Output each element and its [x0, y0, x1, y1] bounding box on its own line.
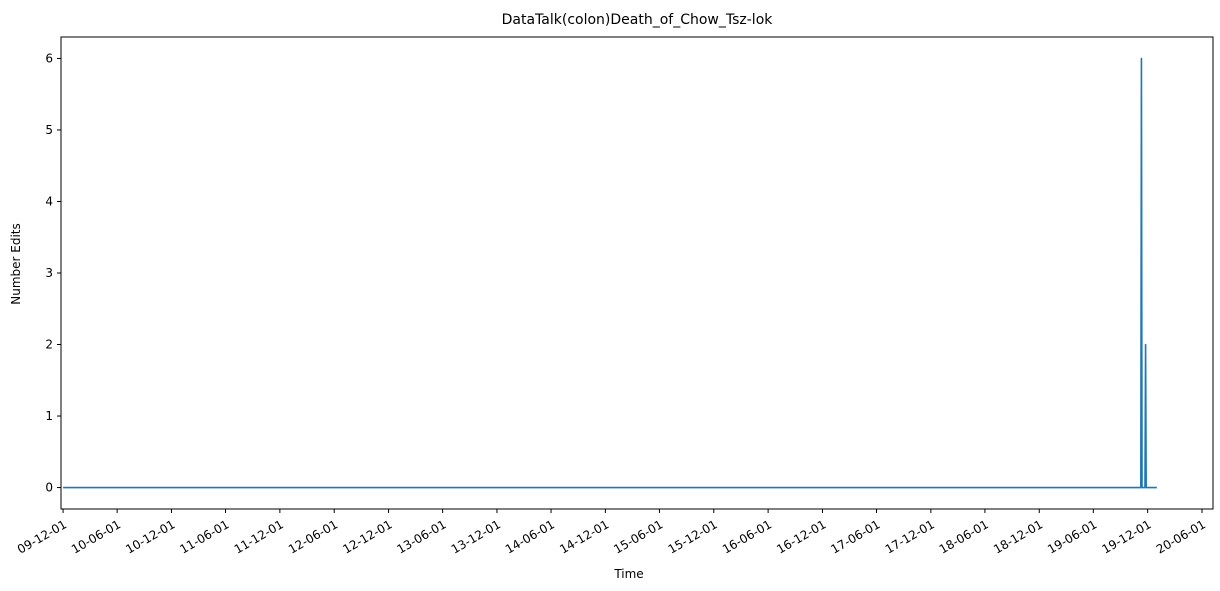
plot-border: [60, 36, 1214, 510]
x-tick-label: 11-06-01: [177, 517, 231, 556]
x-tick-label: 11-12-01: [232, 517, 286, 556]
y-tick-label: 3: [45, 266, 53, 280]
x-tick-label: 17-12-01: [883, 517, 937, 556]
x-tick-label: 19-12-01: [1099, 517, 1153, 556]
x-tick-label: 12-12-01: [340, 517, 394, 556]
x-tick-label: 18-06-01: [937, 517, 991, 556]
y-axis: 0 1 2 3 4 5 6: [45, 51, 61, 495]
x-tick-label: 17-06-01: [828, 517, 882, 556]
series-layer: [63, 57, 1157, 489]
x-tick-label: 13-06-01: [394, 517, 448, 556]
y-axis-label: Number Edits: [9, 223, 23, 305]
x-tick-label: 16-12-01: [774, 517, 828, 556]
y-tick-label: 0: [45, 481, 53, 495]
x-tick-label: 10-06-01: [69, 517, 123, 556]
y-tick-label: 6: [45, 51, 53, 65]
x-tick-label: 15-06-01: [611, 517, 665, 556]
x-tick-label: 15-12-01: [666, 517, 720, 556]
x-tick-label: 16-06-01: [720, 517, 774, 556]
y-tick-label: 2: [45, 338, 53, 352]
plot-frame: [60, 36, 1214, 510]
x-tick-label: 18-12-01: [991, 517, 1045, 556]
x-tick-label: 19-06-01: [1045, 517, 1099, 556]
y-tick-label: 4: [45, 194, 53, 208]
x-tick-label: 14-12-01: [557, 517, 611, 556]
series-line: [63, 57, 1157, 489]
x-tick-label: 10-12-01: [123, 517, 177, 556]
x-tick-label: 13-12-01: [449, 517, 503, 556]
x-axis-label: Time: [613, 567, 643, 581]
y-tick-label: 5: [45, 123, 53, 137]
x-tick-label: 14-06-01: [503, 517, 557, 556]
x-tick-label: 20-06-01: [1154, 517, 1208, 556]
x-tick-label: 09-12-01: [15, 517, 69, 556]
chart-title: DataTalk(colon)Death_of_Chow_Tsz-lok: [502, 12, 774, 28]
y-tick-label: 1: [45, 409, 53, 423]
x-tick-label: 12-06-01: [286, 517, 340, 556]
x-axis: 09-12-01 10-06-01 10-12-01 11-06-01 11-12-01…: [15, 509, 1208, 557]
